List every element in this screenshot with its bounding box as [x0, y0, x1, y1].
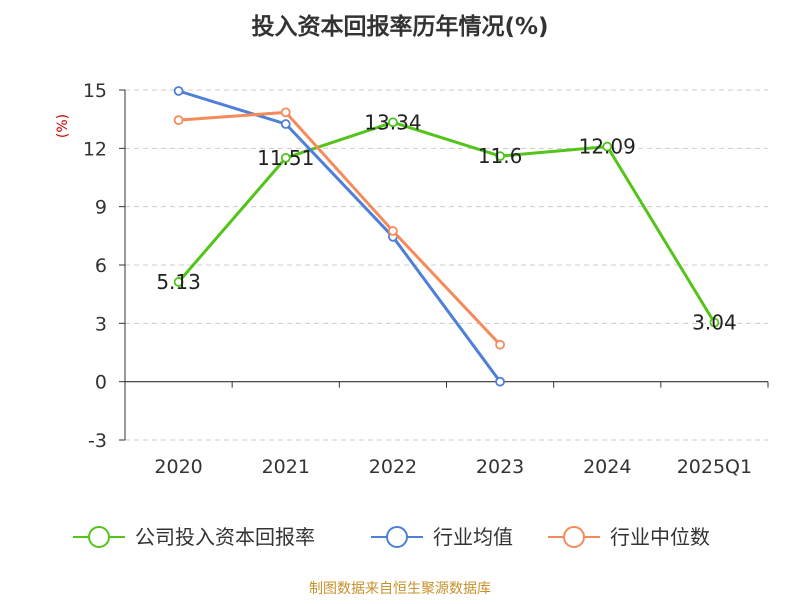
legend[interactable]: 公司投入资本回报率 行业均值 行业中位数: [73, 525, 710, 549]
chart-title: 投入资本回报率历年情况(%): [251, 13, 548, 40]
x-tick-label: 2024: [583, 456, 631, 478]
data-point: [495, 376, 505, 387]
data-point: [280, 107, 291, 118]
data-point: [388, 117, 398, 128]
plot-area: [173, 86, 720, 387]
x-tick-label: 2023: [476, 456, 524, 478]
legend-item[interactable]: 公司投入资本回报率: [73, 525, 315, 549]
legend-item[interactable]: 行业中位数: [548, 525, 710, 549]
y-tick-label: 6: [95, 255, 107, 277]
y-tick-label: 12: [83, 138, 107, 160]
data-point: [173, 277, 184, 287]
axes: -3 0 3 6 9 12 15 2020 2021 2022 2023 2024 2025Q1: [83, 80, 769, 478]
data-point: [388, 226, 398, 236]
data-label: 5.13: [156, 270, 201, 294]
data-point: [709, 317, 720, 328]
data-label: 11.51: [257, 146, 314, 170]
y-tick-label: -3: [88, 430, 107, 452]
series-line: [178, 110, 502, 346]
legend-marker: [88, 526, 110, 548]
y-tick-label: 3: [95, 313, 107, 335]
data-point: [495, 151, 505, 162]
grid: [125, 89, 768, 441]
legend-marker: [386, 526, 408, 548]
data-label: 13.34: [364, 110, 421, 134]
y-axis-label: (%): [55, 114, 71, 138]
data-point: [280, 119, 291, 129]
data-label: 11.6: [478, 144, 523, 168]
data-point: [280, 152, 291, 163]
legend-label: 公司投入资本回报率: [135, 525, 315, 549]
data-labels: 5.13 11.51 13.34 11.6 12.09 3.04: [156, 110, 736, 334]
x-tick-label: 2025Q1: [677, 456, 752, 478]
data-point: [173, 115, 184, 126]
x-tick-label: 2022: [369, 456, 417, 478]
data-point: [602, 141, 613, 152]
data-label: 3.04: [692, 311, 737, 335]
y-tick-label: 0: [95, 372, 107, 394]
legend-label: 行业均值: [433, 525, 513, 549]
legend-label: 行业中位数: [610, 525, 710, 549]
x-tick-label: 2021: [262, 456, 310, 478]
y-tick-label: 9: [95, 197, 107, 219]
y-tick-label: 15: [83, 80, 107, 102]
data-point: [495, 339, 505, 350]
series-line: [177, 120, 716, 324]
source-note: 制图数据来自恒生聚源数据库: [309, 581, 491, 597]
series-line: [178, 89, 502, 383]
legend-item[interactable]: 行业均值: [371, 525, 513, 549]
data-label: 12.09: [579, 135, 636, 159]
x-tick-label: 2020: [154, 456, 202, 478]
legend-marker: [563, 526, 585, 548]
data-point: [173, 86, 184, 96]
